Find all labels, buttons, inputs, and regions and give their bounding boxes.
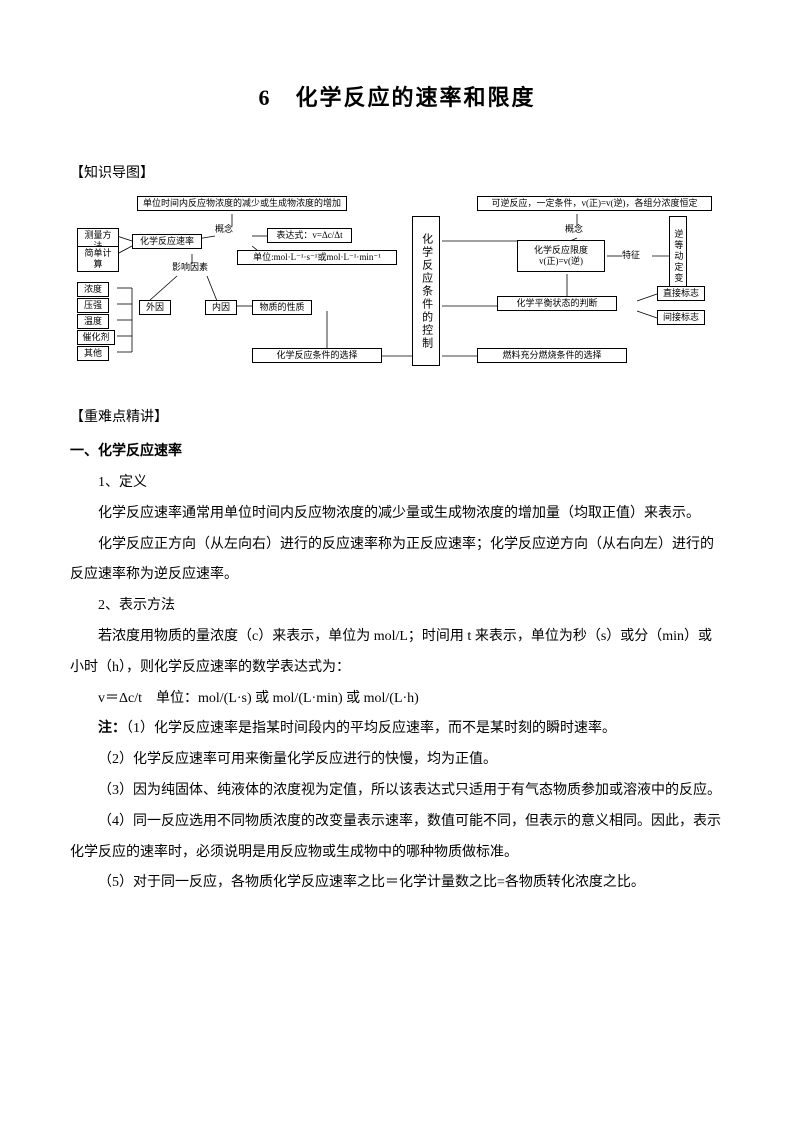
body-text: 1、定义 化学反应速率通常用单位时间内反应物浓度的减少量或生成物浓度的增加量（均… (70, 468, 724, 899)
knowledge-diagram: 单位时间内反应物浓度的减少或生成物浓度的增加 测量方法 简单计算 概念 化学反应… (77, 196, 717, 386)
box-expr: 表达式：v=Δc/Δt (267, 228, 352, 243)
box-nature: 物质的性质 (252, 300, 312, 315)
note2: （2）化学反应速率可用来衡量化学反应进行的快慢，均为正值。 (70, 745, 724, 776)
label-concept1: 概念 (215, 224, 233, 235)
box-equil-judge: 化学平衡状态的判断 (497, 296, 617, 311)
box-direct: 直接标志 (657, 286, 705, 301)
note1: （1）化学反应速率是指某时间段内的平均反应速率，而不是某时刻的瞬时速率。 (126, 721, 616, 736)
formula: v＝Δc/t 单位：mol/(L·s) 或 mol/(L·min) 或 mol/… (70, 684, 724, 715)
box-indirect: 间接标志 (657, 310, 705, 325)
box-pressure: 压强 (77, 298, 109, 313)
page-title: 6 化学反应的速率和限度 (70, 80, 724, 112)
box-cond-select: 化学反应条件的选择 (252, 348, 382, 363)
box-top-left: 单位时间内反应物浓度的减少或生成物浓度的增加 (137, 196, 347, 211)
note4: （4）同一反应选用不同物质浓度的改变量表示速率，数值可能不同，但表示的意义相同。… (70, 807, 724, 869)
section1-title: 一、化学反应速率 (70, 440, 724, 460)
box-internal: 内因 (205, 300, 237, 315)
box-simple-calc: 简单计算 (77, 246, 119, 272)
sub2: 2、表示方法 (70, 591, 724, 622)
box-other: 其他 (77, 346, 109, 361)
box-catalyst: 催化剂 (77, 330, 115, 345)
box-center-vert: 化学反应条件的控制 (412, 216, 440, 366)
box-fuel: 燃料充分燃烧条件的选择 (477, 348, 627, 363)
box-limit-center: 化学反应限度 v(正)=v(逆) (517, 240, 605, 272)
para1: 化学反应速率通常用单位时间内反应物浓度的减少量或生成物浓度的增加量（均取正值）来… (70, 499, 724, 530)
note3: （3）因为纯固体、纯液体的浓度视为定值，所以该表达式只适用于有气态物质参加或溶液… (70, 776, 724, 807)
label-feature: 特征 (622, 250, 640, 261)
label-concept2: 概念 (565, 224, 583, 235)
note1-line: 注：（1）化学反应速率是指某时间段内的平均反应速率，而不是某时刻的瞬时速率。 (70, 714, 724, 745)
label-factors: 影响因素 (172, 262, 208, 273)
box-conc: 浓度 (77, 282, 109, 297)
note-lead: 注： (98, 721, 126, 736)
heading-knowledge: 【知识导图】 (70, 162, 724, 182)
box-unit: 单位:mol·L⁻¹·s⁻¹或mol·L⁻¹·min⁻¹ (237, 250, 397, 265)
box-rate-center: 化学反应速率 (132, 234, 202, 249)
heading-difficult: 【重难点精讲】 (70, 406, 724, 426)
box-dynamic: 逆等动定变 (669, 216, 687, 296)
box-external: 外因 (139, 300, 171, 315)
sub1: 1、定义 (70, 468, 724, 499)
note5: （5）对于同一反应，各物质化学反应速率之比＝化学计量数之比=各物质转化浓度之比。 (70, 868, 724, 899)
para3: 若浓度用物质的量浓度（c）来表示，单位为 mol/L；时间用 t 来表示，单位为… (70, 622, 724, 684)
box-temp: 温度 (77, 314, 109, 329)
box-top-right: 可逆反应，一定条件，v(正)=v(逆)，各组分浓度恒定 (477, 196, 712, 211)
para2: 化学反应正方向（从左向右）进行的反应速率称为正反应速率；化学反应逆方向（从右向左… (70, 530, 724, 592)
